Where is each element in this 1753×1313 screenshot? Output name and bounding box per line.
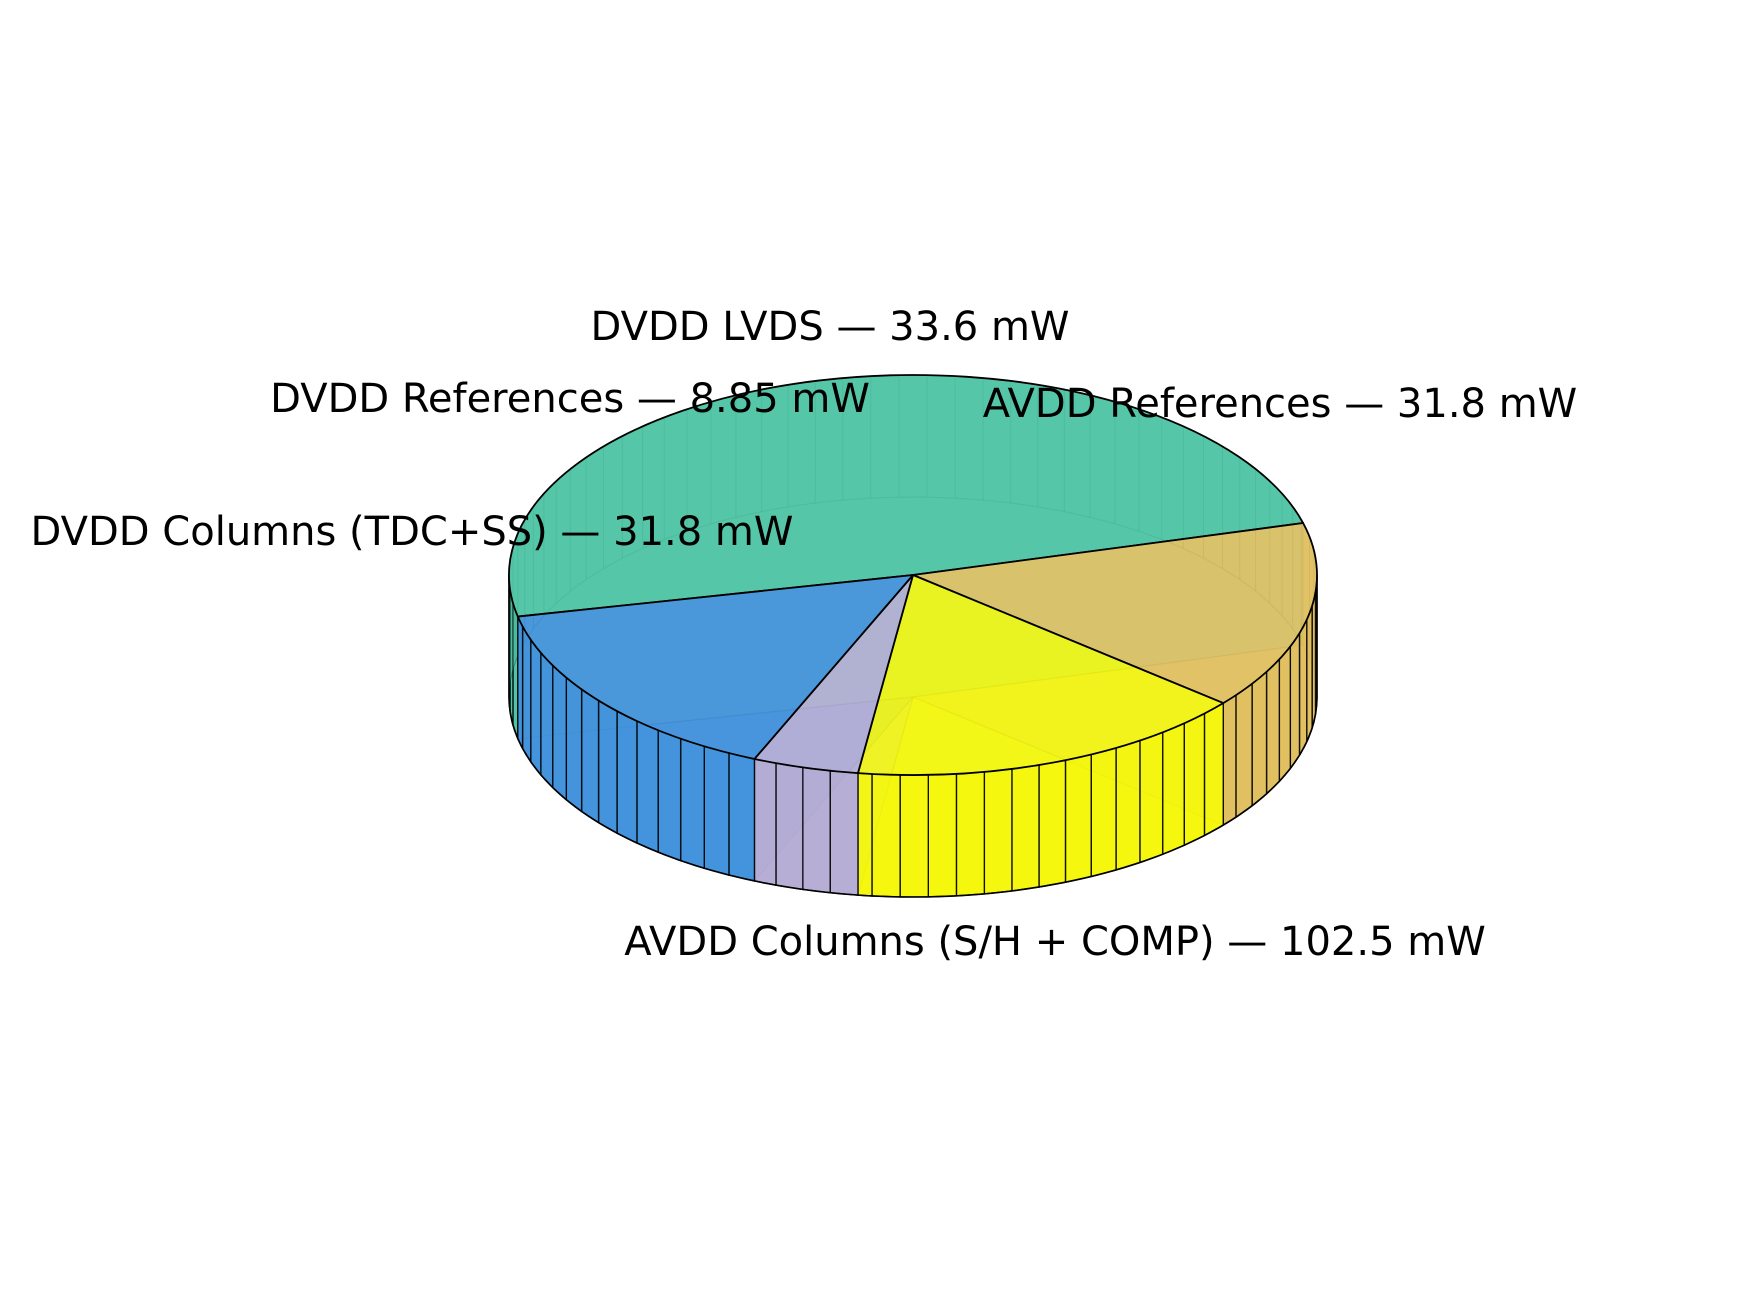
pie-wall-segment-avdd-references — [1235, 682, 1253, 819]
pie-wall-segment-dvdd-columns-tdc-ss — [703, 745, 730, 876]
pie-wall-segment-dvdd-lvds — [1161, 722, 1185, 856]
pie-wall-segment-dvdd-references — [753, 758, 777, 886]
pie-wall-segment-dvdd-lvds — [899, 774, 929, 898]
pie-slice-avdd-columns-s-h-comp — [508, 374, 1305, 618]
pie-label-dvdd-lvds: DVDD LVDS — 33.6 mW — [591, 304, 1070, 350]
pie-wall-segment-dvdd-columns-tdc-ss — [728, 752, 756, 882]
pie-wall-segment-dvdd-columns-tdc-ss — [580, 688, 600, 824]
pie-label-dvdd-references: DVDD References — 8.85 mW — [270, 376, 870, 422]
pie-wall-segment-dvdd-lvds — [955, 771, 986, 897]
pie-wall-segment-dvdd-lvds — [1139, 731, 1164, 864]
pie-wall-segment-dvdd-lvds — [983, 768, 1013, 895]
pie-wall-segment-dvdd-lvds — [857, 772, 873, 897]
pie-label-dvdd-columns-tdc-ss: DVDD Columns (TDC+SS) — 31.8 mW — [31, 509, 794, 555]
pie-wall-segment-dvdd-references — [802, 766, 831, 894]
pie-slice-dvdd-lvds — [857, 574, 1225, 776]
pie-wall-segment-avdd-references — [1222, 693, 1237, 827]
pie-wall-segment-dvdd-columns-tdc-ss — [521, 623, 532, 765]
pie-wall-segment-dvdd-columns-tdc-ss — [551, 663, 568, 802]
pie-wall-segment-dvdd-columns-tdc-ss — [636, 719, 659, 854]
pie-wall-segment-dvdd-columns-tdc-ss — [657, 729, 682, 862]
pie-wall-segment-dvdd-lvds — [1183, 712, 1206, 847]
pie-wall-segment-dvdd-lvds — [1090, 747, 1117, 878]
pie-wall-segment-dvdd-lvds — [1203, 701, 1224, 837]
pie-labels: AVDD Columns (S/H + COMP) — 102.5 mW AVDD… — [31, 304, 1578, 965]
pie-label-avdd-references: AVDD References — 31.8 mW — [983, 381, 1577, 427]
pie-slice-avdd-references — [912, 522, 1318, 704]
pie-wall-segment-dvdd-lvds — [1038, 759, 1067, 888]
pie-wall-segment-avdd-references — [1251, 670, 1268, 808]
pie-wall-segment-dvdd-columns-tdc-ss — [530, 637, 542, 777]
pie-outline — [508, 575, 1318, 898]
pie-top-layer — [508, 374, 1318, 776]
pie-label-avdd-columns-s-h-comp: AVDD Columns (S/H + COMP) — 102.5 mW — [624, 919, 1486, 965]
pie-slice-dvdd-columns-tdc-ss — [516, 574, 914, 760]
pie-wall-segment-avdd-references — [1265, 657, 1281, 796]
pie-wall-segment-dvdd-columns-tdc-ss — [517, 616, 524, 749]
pie-wall-segment-dvdd-lvds — [871, 773, 901, 898]
pie-wall-segment-dvdd-columns-tdc-ss — [679, 737, 705, 870]
pie-wall-segment-dvdd-columns-tdc-ss — [616, 710, 638, 845]
pie-wall-segment-dvdd-references — [829, 769, 859, 896]
pie-wall-segment-dvdd-columns-tdc-ss — [597, 699, 618, 835]
pie-wall-segment-avdd-references — [1298, 619, 1308, 756]
pie-wall-segment-dvdd-lvds — [1011, 764, 1040, 892]
pie-wall-segment-dvdd-columns-tdc-ss — [565, 676, 583, 813]
pie-wall-segment-avdd-references — [1278, 644, 1292, 784]
pie-wall-segment-avdd-references — [1289, 631, 1301, 771]
pie-wall-segment-dvdd-lvds — [927, 773, 958, 898]
pie-wall-segment-dvdd-references — [775, 762, 804, 891]
pie-wall-segment-dvdd-columns-tdc-ss — [540, 651, 554, 790]
pie-wall-segment-avdd-references — [1306, 605, 1313, 743]
pie-wall-segment-dvdd-lvds — [1064, 753, 1092, 884]
pie-wall-segment-dvdd-lvds — [1115, 739, 1141, 871]
